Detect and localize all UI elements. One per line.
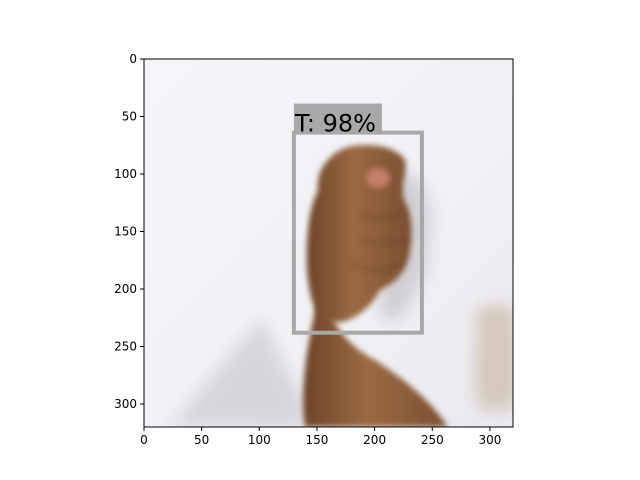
x-tick-label: 0: [140, 433, 148, 447]
axes-frame: [143, 58, 514, 428]
y-tick-label: 0: [129, 52, 137, 66]
x-tick-label: 200: [363, 433, 386, 447]
y-axis: 0 50 100 150 200 250 300: [114, 52, 144, 411]
thumb-highlight: [366, 168, 390, 188]
y-tick-label: 150: [114, 225, 137, 239]
x-tick-label: 250: [421, 433, 444, 447]
y-tick-label: 50: [122, 110, 137, 124]
x-tick-label: 300: [478, 433, 501, 447]
y-tick-label: 200: [114, 282, 137, 296]
fist: [306, 144, 412, 323]
x-tick-label: 50: [194, 433, 209, 447]
wall-panel: [476, 305, 513, 410]
forearm: [303, 290, 448, 427]
x-axis: 0 50 100 150 200 250 300: [140, 427, 501, 447]
y-tick-label: 250: [114, 340, 137, 354]
detection-label-background: [293, 103, 382, 133]
x-tick-label: 150: [306, 433, 329, 447]
x-tick-label: 100: [248, 433, 271, 447]
wall-shadow: [170, 318, 310, 427]
y-tick-label: 100: [114, 167, 137, 181]
detection-label: T: 98%: [294, 110, 376, 138]
y-tick-label: 300: [114, 397, 137, 411]
finger-creases: [349, 213, 409, 271]
